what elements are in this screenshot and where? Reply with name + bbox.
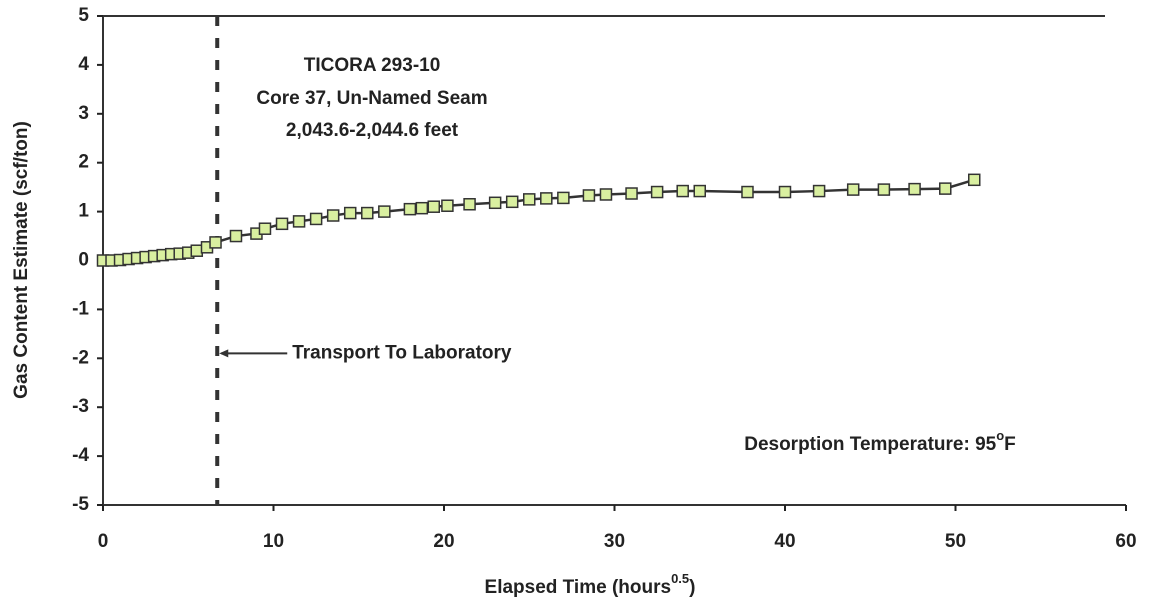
temperature-text: Desorption Temperature: 95	[744, 434, 996, 455]
data-point	[741, 185, 754, 199]
x-axis-label-suffix: )	[689, 577, 695, 598]
data-point	[326, 209, 340, 222]
data-point	[403, 202, 417, 216]
data-point	[505, 195, 519, 209]
data-point	[361, 206, 374, 220]
transport-arrowhead	[219, 349, 229, 358]
y-axis-label: Gas Content Estimate (scf/ton)	[11, 121, 32, 399]
data-point	[693, 184, 706, 198]
y-tick-label: 4	[78, 54, 89, 75]
temperature-suffix: F	[1004, 434, 1016, 455]
data-point	[778, 185, 792, 199]
data-point	[968, 173, 981, 187]
data-point	[625, 187, 638, 200]
y-tick-label: 5	[78, 5, 89, 26]
data-point	[275, 217, 289, 231]
data-point	[846, 183, 860, 196]
data-point	[582, 189, 596, 202]
y-tick-label: 2	[78, 152, 89, 173]
data-point	[463, 198, 476, 211]
temperature-note: Desorption Temperature: 95oF	[744, 428, 1016, 455]
x-tick-label: 10	[263, 531, 284, 552]
data-point	[939, 182, 952, 195]
data-point	[877, 183, 891, 196]
data-point	[540, 192, 553, 205]
x-tick-label: 60	[1115, 531, 1136, 552]
data-point	[676, 184, 689, 198]
temperature-superscript: o	[996, 428, 1004, 443]
data-point	[309, 212, 323, 226]
data-point	[908, 182, 921, 196]
data-point	[415, 201, 429, 215]
data-point	[209, 236, 222, 249]
data-point	[343, 206, 357, 220]
y-tick-label: -4	[72, 445, 89, 466]
series-line	[103, 178, 975, 262]
data-point	[488, 196, 502, 210]
y-tick-label: 0	[78, 250, 89, 271]
x-axis-label-superscript: 0.5	[671, 571, 689, 586]
x-tick-label: 20	[433, 531, 454, 552]
x-tick-label: 0	[98, 531, 109, 552]
title-line: Core 37, Un-Named Seam	[256, 88, 487, 109]
data-point	[812, 184, 826, 198]
data-point	[229, 229, 243, 243]
y-tick-label: -1	[72, 298, 89, 319]
data-point	[441, 199, 454, 212]
title-line: 2,043.6-2,044.6 feet	[286, 120, 459, 141]
x-axis-label-text: Elapsed Time (hours	[485, 577, 672, 598]
data-point	[599, 188, 613, 201]
data-point	[258, 222, 272, 235]
data-point	[650, 185, 664, 199]
data-point	[378, 205, 391, 218]
y-tick-label: -2	[72, 347, 89, 368]
data-point	[190, 244, 204, 257]
data-point	[427, 200, 441, 213]
y-tick-label: 1	[78, 201, 89, 222]
x-tick-label: 50	[945, 531, 966, 552]
y-tick-label: -3	[72, 396, 89, 417]
data-point	[292, 215, 306, 228]
x-axis-label: Elapsed Time (hours0.5)	[485, 571, 696, 598]
x-tick-label: 30	[604, 531, 625, 552]
data-point	[523, 193, 536, 206]
data-point	[557, 191, 570, 205]
title-line: TICORA 293-10	[304, 55, 441, 76]
transport-label: Transport To Laboratory	[292, 342, 512, 363]
x-tick-label: 40	[774, 531, 795, 552]
y-tick-label: -5	[72, 494, 89, 515]
y-tick-label: 3	[78, 103, 89, 124]
